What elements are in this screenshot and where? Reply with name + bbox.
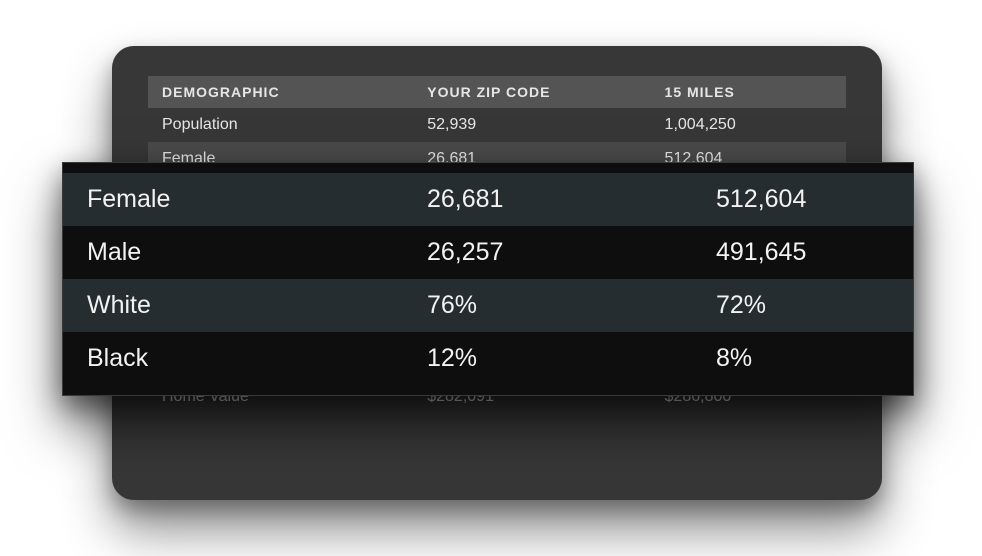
table-row: Population52,9391,004,250 [148,108,846,142]
overlay-row-label: Female [63,173,403,226]
row-miles: 1,004,250 [651,108,846,142]
overlay-row: Male26,257491,645 [63,226,913,279]
overlay-row-zip: 12% [403,332,692,385]
overlay-row-zip: 76% [403,279,692,332]
overlay-row-miles: 8% [692,332,913,385]
row-zip: 52,939 [413,108,650,142]
overlay-row-miles: 491,645 [692,226,913,279]
overlay-row-zip: 26,681 [403,173,692,226]
overlay-row: White76%72% [63,279,913,332]
overlay-row-zip: 26,257 [403,226,692,279]
col-header-miles: 15 MILES [651,76,846,108]
col-header-demographic: DEMOGRAPHIC [148,76,413,108]
table-header-row: DEMOGRAPHIC YOUR ZIP CODE 15 MILES [148,76,846,108]
overlay-row-label: Black [63,332,403,385]
overlay-row: Black12%8% [63,332,913,385]
overlay-row-label: White [63,279,403,332]
overlay-row: Female26,681512,604 [63,173,913,226]
overlay-row-miles: 72% [692,279,913,332]
overlay-row-label: Male [63,226,403,279]
col-header-zip: YOUR ZIP CODE [413,76,650,108]
row-label: Population [148,108,413,142]
overlay-row-miles: 512,604 [692,173,913,226]
zoom-overlay: Female26,681512,604Male26,257491,645Whit… [62,162,914,396]
